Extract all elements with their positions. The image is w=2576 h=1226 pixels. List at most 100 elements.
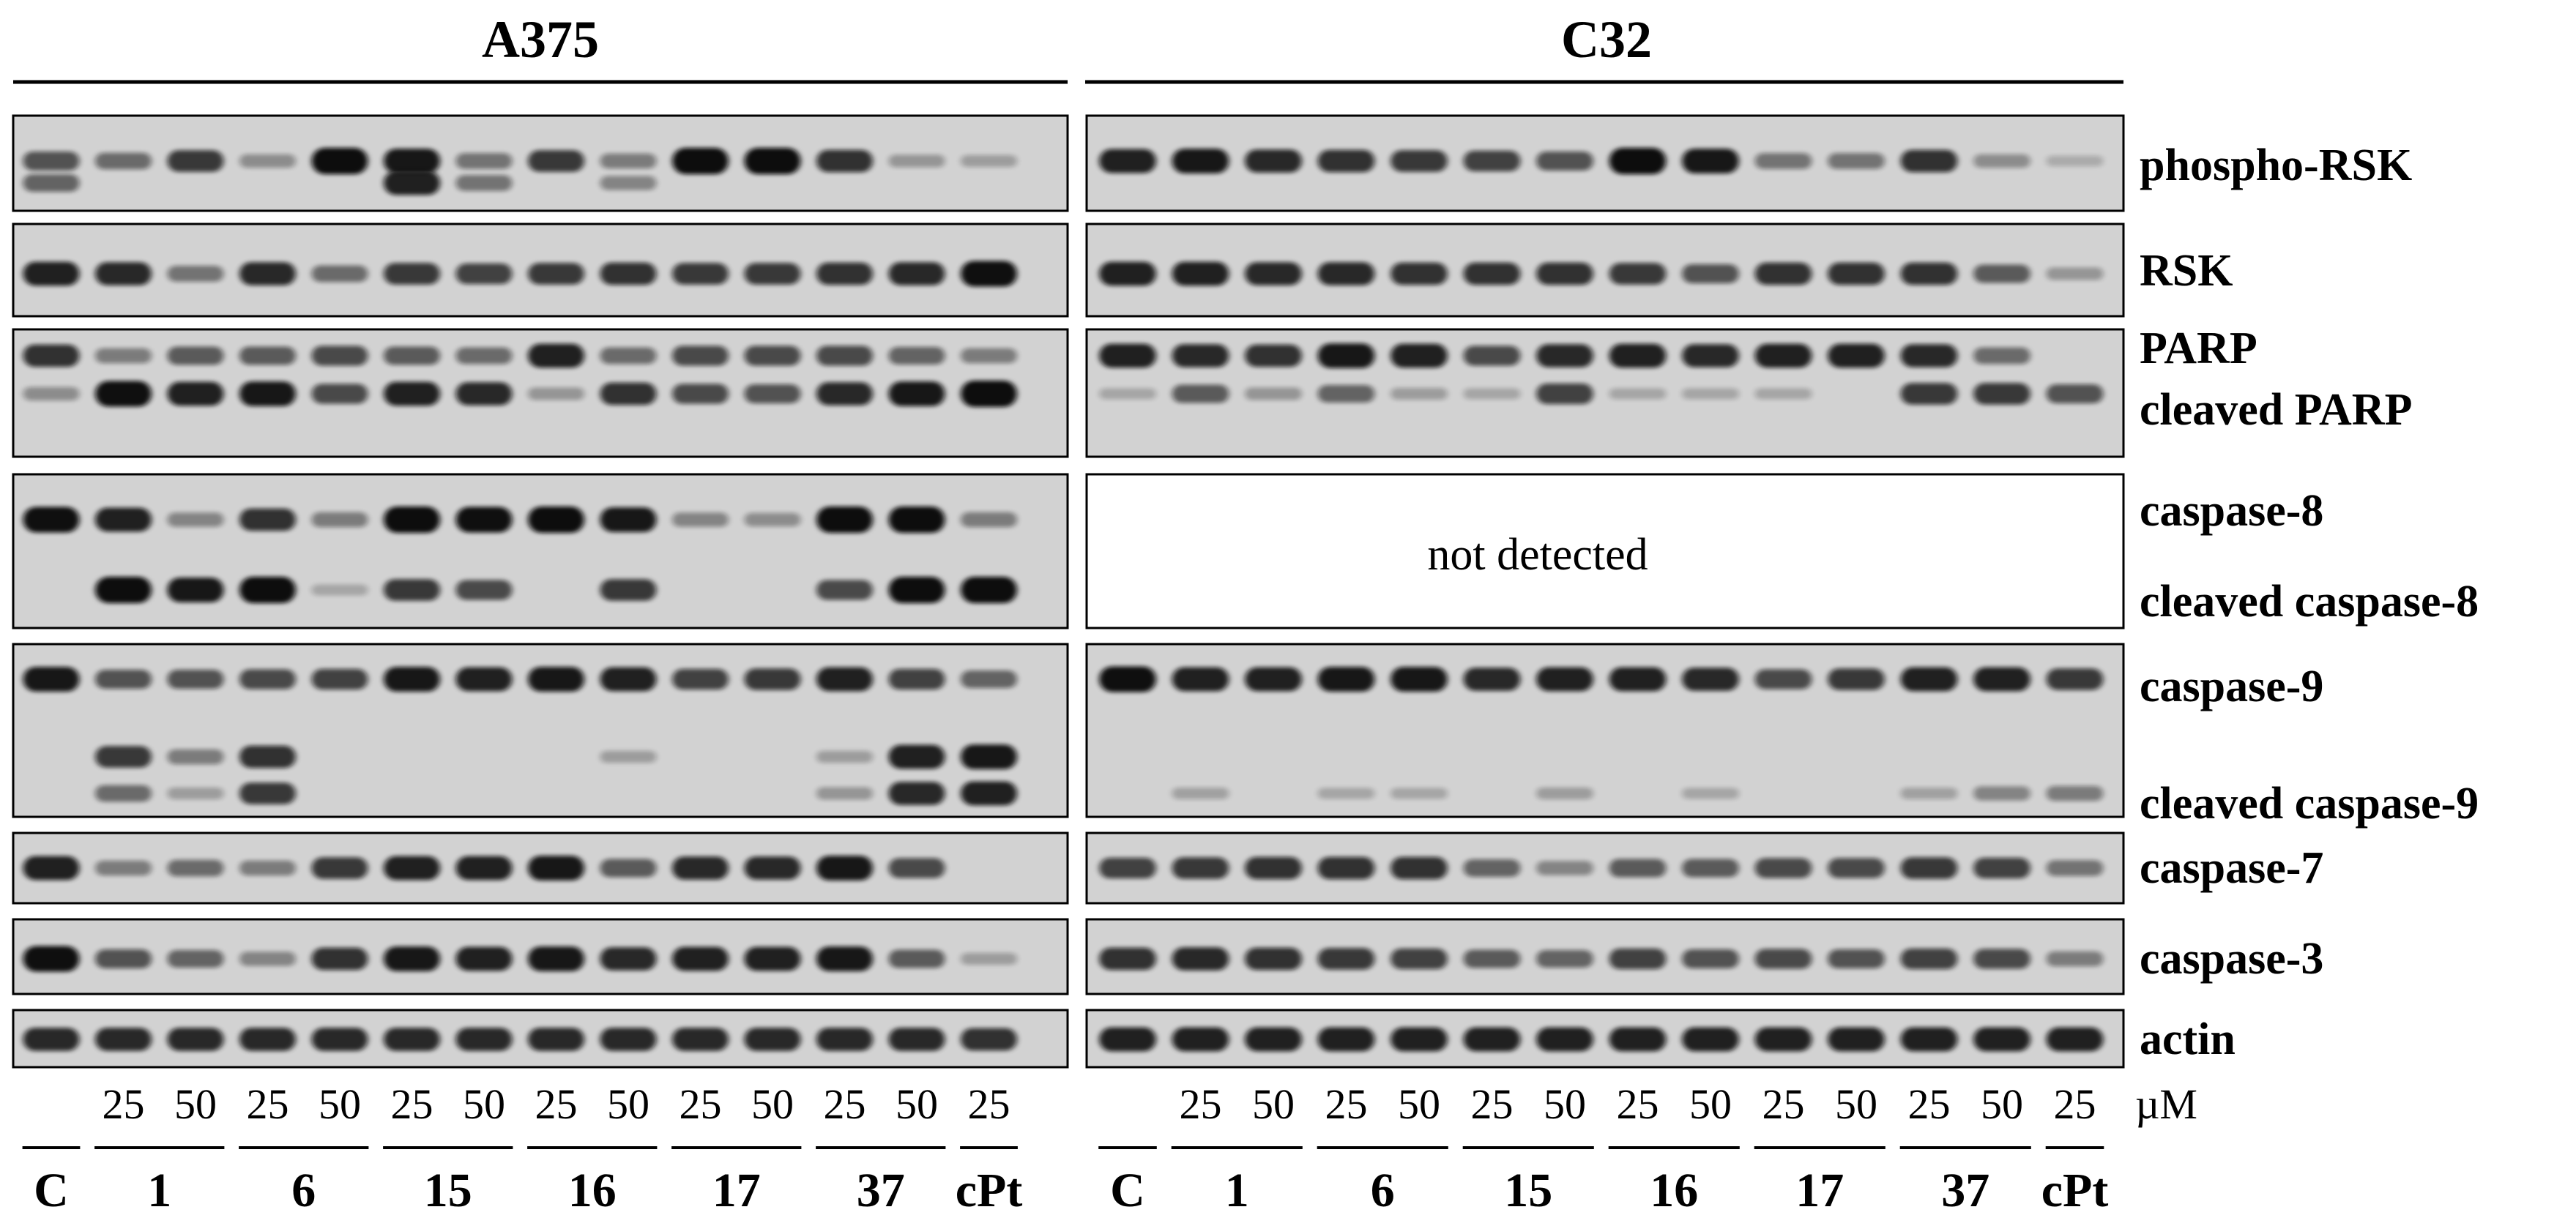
band (816, 507, 873, 533)
band (1099, 947, 1156, 971)
lane-dose-label: 25 (1180, 1080, 1222, 1128)
band (1317, 385, 1375, 403)
band (1900, 1027, 1958, 1052)
blot-c32-caspase3 (1085, 918, 2125, 995)
band (1900, 344, 1958, 367)
band (1245, 667, 1302, 692)
band (239, 508, 296, 531)
band (1463, 949, 1521, 968)
band (600, 859, 657, 878)
band (167, 950, 224, 968)
band (455, 347, 513, 365)
band (600, 507, 657, 532)
row-label-actin: actin (2140, 1014, 2236, 1064)
blot-c32-actin (1085, 1009, 2125, 1069)
band (1317, 667, 1375, 692)
band (1682, 149, 1739, 173)
panel-title-a375: A375 (482, 10, 599, 69)
band (600, 153, 657, 169)
band (1099, 343, 1156, 368)
band (1463, 345, 1521, 366)
band (1536, 667, 1593, 692)
band (816, 787, 873, 800)
group-label: 1 (147, 1164, 171, 1217)
blot-frame (1085, 328, 2125, 458)
band (1391, 948, 1448, 970)
blot-a375-caspase3 (12, 918, 1069, 995)
blot-a375-parp (12, 328, 1069, 458)
band (1973, 383, 2030, 405)
band (1682, 1027, 1739, 1052)
band (455, 153, 513, 169)
band (239, 154, 296, 168)
band (239, 669, 296, 689)
band (961, 744, 1017, 769)
band (1391, 856, 1448, 880)
band (2046, 1027, 2104, 1052)
band (744, 384, 801, 404)
band (167, 266, 224, 282)
band (167, 578, 224, 602)
band (1828, 1027, 1885, 1052)
band (384, 381, 440, 406)
band (1317, 262, 1375, 285)
band (528, 263, 584, 285)
band (1245, 387, 1302, 400)
band (384, 507, 440, 533)
band (384, 149, 440, 173)
band (1391, 262, 1448, 285)
band (600, 667, 657, 692)
band (888, 949, 945, 968)
band (167, 859, 224, 877)
band (455, 856, 513, 881)
band (311, 668, 368, 690)
band (888, 668, 945, 690)
band (95, 669, 152, 689)
row-label-caspase-3: caspase-3 (2140, 934, 2323, 984)
band (95, 746, 152, 768)
band (239, 860, 296, 876)
band (672, 384, 729, 404)
band (528, 946, 584, 971)
lane-dose-label: 25 (391, 1080, 433, 1128)
band (1900, 667, 1958, 692)
band (1463, 150, 1521, 172)
lane-dose-label: 25 (968, 1080, 1010, 1128)
lane-dose-label: 25 (535, 1080, 578, 1128)
band (1536, 787, 1593, 800)
band (600, 579, 657, 601)
not-detected-label: not detected (1427, 530, 1648, 580)
lane-dose-label: 50 (1689, 1080, 1732, 1128)
unit-label: µM (2135, 1080, 2197, 1128)
band (1172, 1027, 1229, 1052)
band (1900, 262, 1958, 285)
band (744, 946, 801, 971)
row-label-rsk: RSK (2140, 246, 2233, 296)
panel-title-c32: C32 (1561, 10, 1652, 69)
band (1973, 667, 2030, 692)
band (1245, 856, 1302, 880)
band (1536, 950, 1593, 968)
band (961, 512, 1017, 528)
band (95, 949, 152, 969)
blot-c32-caspase9 (1085, 643, 2125, 818)
lane-dose-label: 25 (680, 1080, 722, 1128)
band (961, 348, 1017, 364)
band (888, 858, 945, 878)
band (455, 175, 513, 191)
blot-panels (12, 114, 2125, 1069)
row-label-phospho-rsk: phospho-RSK (2140, 141, 2412, 190)
band (1536, 262, 1593, 285)
band (744, 1028, 801, 1051)
blot-frame (1085, 831, 2125, 905)
band (95, 577, 152, 603)
row-label-cleaved-caspase-8: cleaved caspase-8 (2140, 577, 2479, 627)
band (311, 584, 368, 596)
band (311, 1028, 368, 1051)
band (888, 1028, 945, 1051)
lane-dose-label: 25 (1908, 1080, 1951, 1128)
band (384, 346, 440, 365)
row-label-parp: PARP (2140, 324, 2257, 373)
band (95, 860, 152, 876)
band (1973, 857, 2030, 879)
